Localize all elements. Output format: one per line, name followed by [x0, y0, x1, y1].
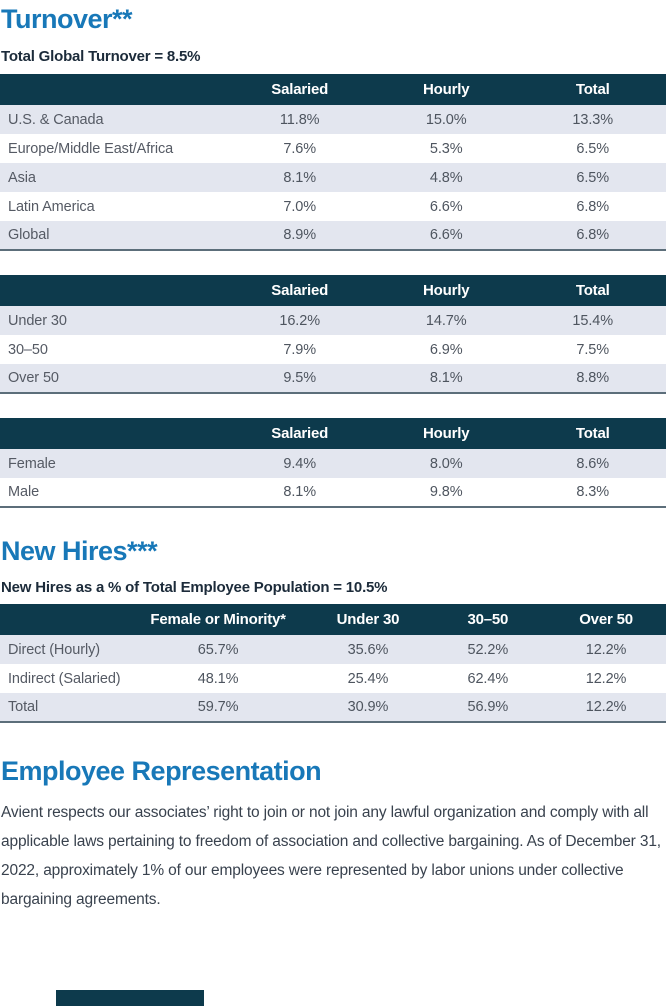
cell-value: 6.5%	[576, 169, 610, 186]
row-label: Over 50	[8, 370, 59, 387]
cell-value: 59.7%	[197, 699, 239, 716]
turnover-age-table: Salaried Hourly Total Under 30 16.2% 14.7% 15.…	[0, 275, 666, 395]
row-label: Asia	[8, 169, 36, 186]
cell-value: 12.2%	[585, 670, 627, 687]
column-header: Total	[519, 418, 666, 450]
cell-value: 13.3%	[572, 111, 614, 128]
row-label: Global	[8, 227, 50, 244]
column-header: Over 50	[546, 604, 666, 636]
table-row: 30–50 7.9% 6.9% 7.5%	[0, 335, 666, 365]
table-row: Global 8.9% 6.6% 6.8%	[0, 221, 666, 251]
cell-value: 8.1%	[429, 370, 463, 387]
turnover-region-table: Salaried Hourly Total U.S. & Canada 11.8% 15.…	[0, 74, 666, 252]
cell-value: 7.0%	[283, 198, 317, 215]
table-row: Male 8.1% 9.8% 8.3%	[0, 478, 666, 508]
new-hires-subtitle: New Hires as a % of Total Employee Popul…	[1, 579, 388, 597]
new-hires-section: New Hires*** New Hires as a % of Total E…	[0, 536, 666, 724]
table-row: Total 59.7% 30.9% 56.9% 12.2%	[0, 693, 666, 723]
report-page: Turnover** Total Global Turnover = 8.5% …	[0, 4, 666, 1006]
cell-value: 8.1%	[283, 169, 317, 186]
cell-value: 6.6%	[429, 227, 463, 244]
cell-value: 56.9%	[467, 699, 509, 716]
cell-value: 6.6%	[429, 198, 463, 215]
cell-value: 7.9%	[283, 341, 317, 358]
cell-value: 8.8%	[576, 370, 610, 387]
table-row: Female 9.4% 8.0% 8.6%	[0, 449, 666, 479]
row-label: Female	[8, 455, 56, 472]
new-hires-section-title: New Hires***	[1, 536, 158, 567]
cell-value: 8.6%	[576, 455, 610, 472]
column-header	[0, 604, 130, 636]
table-row: Direct (Hourly) 65.7% 35.6% 52.2% 12.2%	[0, 635, 666, 665]
row-label: Total	[8, 699, 39, 716]
cell-value: 12.2%	[585, 641, 627, 658]
column-header: Under 30	[306, 604, 430, 636]
row-label: Direct (Hourly)	[8, 641, 100, 658]
employee-representation-title: Employee Representation	[1, 756, 322, 787]
column-header: Salaried	[226, 275, 373, 307]
cell-value: 7.6%	[283, 140, 317, 157]
total-global-turnover-subtitle: Total Global Turnover = 8.5%	[1, 48, 201, 66]
column-header: Salaried	[226, 418, 373, 450]
column-header	[0, 418, 227, 450]
table-row: Indirect (Salaried) 48.1% 25.4% 62.4% 12.2%	[0, 664, 666, 694]
table-row: Asia 8.1% 4.8% 6.5%	[0, 163, 666, 193]
cell-value: 48.1%	[197, 670, 239, 687]
cell-value: 65.7%	[197, 641, 239, 658]
cell-value: 9.8%	[429, 484, 463, 501]
turnover-section-title: Turnover**	[1, 4, 133, 34]
cell-value: 8.3%	[576, 484, 610, 501]
table-row: Over 50 9.5% 8.1% 8.8%	[0, 364, 666, 394]
row-label: Male	[8, 484, 40, 501]
row-label: Under 30	[8, 312, 67, 329]
cell-value: 14.7%	[425, 312, 467, 329]
table-row: U.S. & Canada 11.8% 15.0% 13.3%	[0, 105, 666, 135]
cell-value: 6.8%	[576, 198, 610, 215]
cell-value: 12.2%	[585, 699, 627, 716]
column-header	[0, 275, 227, 307]
page-bottom-bar	[56, 990, 204, 1006]
cell-value: 4.8%	[429, 169, 463, 186]
cell-value: 5.3%	[429, 140, 463, 157]
cell-value: 62.4%	[467, 670, 509, 687]
column-header: Hourly	[372, 74, 520, 106]
cell-value: 8.1%	[283, 484, 317, 501]
cell-value: 11.8%	[279, 111, 320, 128]
table-row: Latin America 7.0% 6.6% 6.8%	[0, 192, 666, 222]
cell-value: 6.8%	[576, 227, 610, 244]
column-header	[0, 74, 227, 106]
cell-value: 9.4%	[283, 455, 317, 472]
cell-value: 16.2%	[279, 312, 320, 329]
row-label: Indirect (Salaried)	[8, 670, 121, 687]
cell-value: 7.5%	[576, 341, 610, 358]
cell-value: 8.0%	[429, 455, 463, 472]
column-header: Total	[519, 275, 666, 307]
column-header: 30–50	[429, 604, 547, 636]
cell-value: 15.0%	[425, 111, 467, 128]
employee-representation-paragraph: Avient respects our associates’ right to…	[1, 804, 661, 909]
cell-value: 35.6%	[347, 641, 389, 658]
row-label: U.S. & Canada	[8, 111, 104, 128]
row-label: Europe/Middle East/Africa	[8, 140, 174, 157]
cell-value: 15.4%	[572, 312, 614, 329]
cell-value: 25.4%	[347, 670, 389, 687]
new-hires-table: Female or Minority* Under 30 30–50 Over 50 D…	[0, 604, 666, 724]
cell-value: 52.2%	[467, 641, 509, 658]
column-header: Female or Minority*	[129, 604, 307, 636]
row-label: 30–50	[8, 341, 48, 358]
table-row: Under 30 16.2% 14.7% 15.4%	[0, 306, 666, 336]
cell-value: 30.9%	[347, 699, 389, 716]
column-header: Salaried	[226, 74, 373, 106]
cell-value: 8.9%	[283, 227, 317, 244]
column-header: Total	[519, 74, 666, 106]
table-row: Europe/Middle East/Africa 7.6% 5.3% 6.5%	[0, 134, 666, 164]
row-label: Latin America	[8, 198, 95, 215]
cell-value: 6.9%	[429, 341, 463, 358]
column-header: Hourly	[372, 418, 520, 450]
turnover-gender-table: Salaried Hourly Total Female 9.4% 8.0% 8.6% Mal…	[0, 418, 666, 509]
column-header: Hourly	[372, 275, 520, 307]
cell-value: 6.5%	[576, 140, 610, 157]
cell-value: 9.5%	[283, 370, 317, 387]
